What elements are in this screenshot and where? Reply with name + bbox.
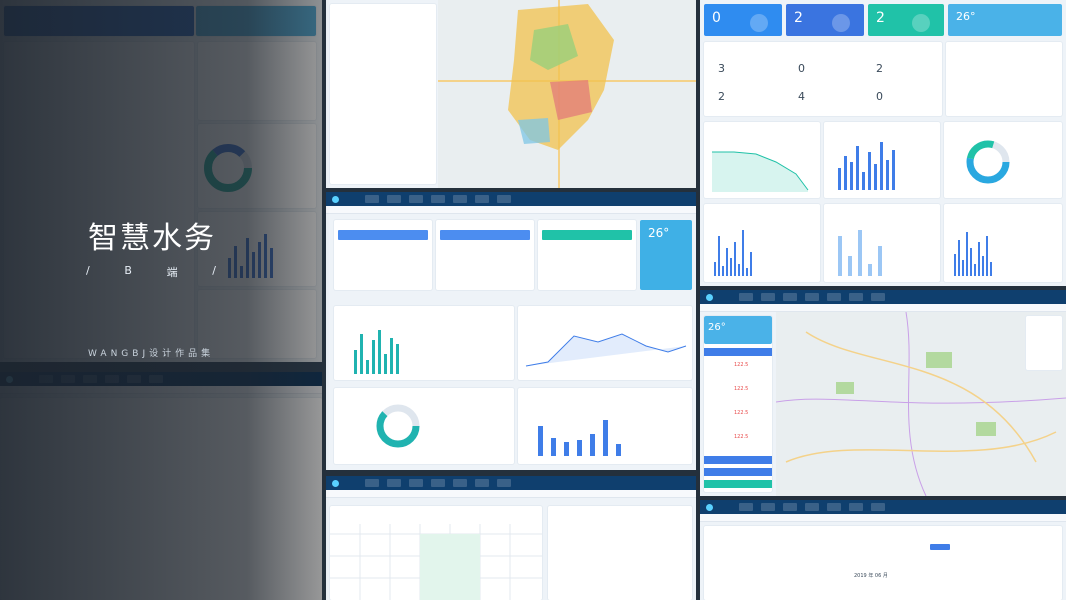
map-layer-panel[interactable] (1026, 316, 1062, 370)
alert-icon (912, 14, 930, 32)
cover-credit: WANGBJ设计作品集 (88, 349, 215, 359)
mid-weather-temp: 26° (648, 226, 670, 240)
subtitle-char-3: 端 (166, 266, 178, 279)
mid-stat-card-3 (538, 220, 636, 290)
count-e: 4 (798, 90, 805, 103)
tile-icon (750, 14, 768, 32)
right-tile-3: 2 (868, 4, 944, 36)
user-icon (832, 14, 850, 32)
right-calendar-topbar (700, 500, 1066, 514)
list-value-4: 122.5 (734, 434, 749, 440)
mid-column-card (518, 388, 692, 464)
right-ring-card (944, 122, 1062, 198)
mid-map-window (326, 0, 696, 188)
sidebar-weather: 26° (704, 316, 772, 344)
district-map (438, 0, 696, 188)
right-area-card (704, 122, 820, 198)
right-map-window: 26° 122.5 122.5 122.5 122.5 (700, 290, 1066, 496)
cover-subtitle: / B 端 / (86, 264, 216, 280)
subtitle-char-1: / (86, 264, 90, 277)
right-map-sidebar: 26° 122.5 122.5 122.5 122.5 (704, 316, 772, 492)
right-calendar-window: 2019 年 06 月 (700, 500, 1066, 600)
calendar-month-label: 2019 年 06 月 (854, 573, 888, 579)
spike-chart-1 (714, 220, 752, 276)
right-tile-1: 0 (704, 4, 782, 36)
mid-side-panel (330, 4, 436, 184)
count-c: 2 (876, 62, 883, 75)
right-dashboard-window: 0 2 2 26° 3 0 2 2 4 0 (700, 0, 1066, 286)
sidebar-header-2 (704, 456, 772, 464)
right-calendar-card: 2019 年 06 月 (704, 526, 1062, 600)
right-bar-chart (838, 136, 895, 190)
sidebar-weather-temp: 26° (708, 322, 726, 333)
count-b: 0 (798, 62, 805, 75)
right-area-chart (712, 151, 809, 192)
right-spike-card-3 (944, 204, 1062, 282)
calendar-card (330, 506, 542, 600)
mid-column-chart (538, 408, 621, 456)
right-weather-tile: 26° (948, 4, 1062, 36)
mid-calendar-window (326, 476, 696, 600)
count-d: 2 (718, 90, 725, 103)
mid-bar-chart (354, 320, 399, 374)
calendar-grid (330, 524, 542, 600)
right-alert-card (946, 42, 1062, 116)
right-counts-card: 3 0 2 2 4 0 (704, 42, 942, 116)
calendar-side-card (548, 506, 692, 600)
list-value-3: 122.5 (734, 410, 749, 416)
sidebar-header-1 (704, 348, 772, 356)
right-map-canvas (776, 312, 1066, 496)
count-a: 3 (718, 62, 725, 75)
right-tile-3-value: 2 (876, 10, 885, 26)
right-tile-2-value: 2 (794, 10, 803, 26)
subtitle-char-2: B (124, 264, 132, 277)
spike-chart-2 (838, 220, 882, 276)
right-spike-card-2 (824, 204, 940, 282)
mid-stat-card-2 (436, 220, 534, 290)
list-value-1: 122.5 (734, 362, 749, 368)
count-f: 0 (876, 90, 883, 103)
subtitle-char-4: / (212, 264, 216, 277)
mid-stat-card-1 (334, 220, 432, 290)
spike-chart-3 (954, 220, 992, 276)
mid-bar-card (334, 306, 514, 380)
search-button[interactable] (930, 544, 950, 550)
right-weather-temp: 26° (956, 10, 976, 23)
cover-title: 智慧水务 (88, 221, 216, 256)
right-tile-2: 2 (786, 4, 864, 36)
right-spike-card-1 (704, 204, 820, 282)
mid-donut-chart (376, 404, 420, 448)
mid-weather-tile: 26° (640, 220, 692, 290)
map-roads (776, 312, 1066, 496)
list-value-2: 122.5 (734, 386, 749, 392)
right-tile-1-value: 0 (712, 10, 721, 26)
mid-line-card (518, 306, 692, 380)
right-map-topbar (700, 290, 1066, 304)
sidebar-header-4 (704, 480, 772, 488)
sidebar-header-3 (704, 468, 772, 476)
mid-donut-card (334, 388, 514, 464)
mid-calendar-topbar (326, 476, 696, 490)
mid-dashboard-topbar (326, 192, 696, 206)
mid-dashboard-window: 26° (326, 192, 696, 470)
right-ring-chart (966, 140, 1010, 184)
district-regions (508, 4, 614, 150)
mid-line-chart (525, 333, 687, 367)
right-bar-card (824, 122, 940, 198)
cover-overlay (0, 0, 330, 600)
